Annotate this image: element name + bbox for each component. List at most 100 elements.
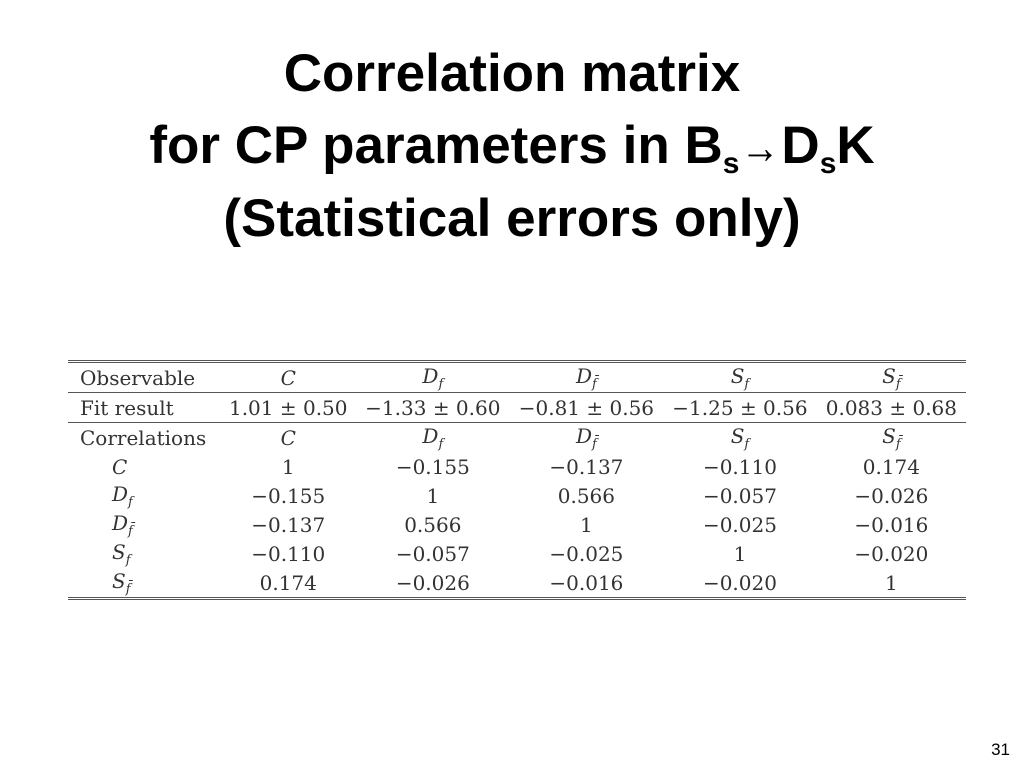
- observable-symbol: Df̄: [575, 423, 597, 452]
- fit-result-cell: 0.083 ± 0.68: [825, 395, 957, 420]
- correlation-cell: −0.026: [854, 483, 929, 508]
- correlation-row: C 1 −0.155 −0.137 −0.110 0.174: [68, 452, 966, 481]
- correlation-table: Observable C Df Df̄ Sf Sf̄ Fit result 1.…: [68, 360, 966, 600]
- observable-symbol: Sf̄: [112, 568, 131, 597]
- observable-header: Observable: [80, 365, 196, 390]
- header-observable-cell: Df̄: [510, 423, 664, 453]
- header-observable-cell: Sf̄: [817, 423, 966, 453]
- correlation-cell: 1: [281, 454, 295, 479]
- observable-base: D: [112, 510, 129, 535]
- correlation-table-container: Observable C Df Df̄ Sf Sf̄ Fit result 1.…: [68, 360, 966, 600]
- observable-base: C: [280, 365, 296, 390]
- correlation-cell: 0.174: [862, 454, 920, 479]
- header-observable-cell: Df̄: [510, 362, 664, 393]
- title-line-2-prefix: for CP parameters in B: [149, 116, 723, 175]
- observable-subscript: f: [438, 376, 444, 392]
- observable-symbol: C: [281, 366, 296, 390]
- correlations-label: Correlations: [80, 425, 207, 450]
- fit-result-row: Fit result 1.01 ± 0.50 −1.33 ± 0.60 −0.8…: [68, 392, 966, 423]
- right-arrow-icon: →: [740, 121, 780, 173]
- observable-base: S: [112, 568, 126, 593]
- correlation-cell: −0.025: [702, 512, 777, 537]
- correlation-cell: 0.566: [557, 483, 616, 508]
- title-line-2: for CP parameters in Bs→DsK: [0, 110, 1024, 183]
- observable-subscript: f: [438, 436, 444, 452]
- header-observable-cell: Df: [356, 362, 510, 393]
- page-number: 31: [991, 740, 1010, 759]
- correlation-cell: −0.155: [395, 454, 470, 479]
- fit-result-cell: −1.33 ± 0.60: [365, 395, 501, 420]
- header-observable-cell: C: [220, 423, 356, 453]
- correlation-row-label: Df̄: [68, 510, 220, 539]
- correlation-cell: −0.020: [702, 570, 777, 595]
- observable-base: D: [422, 363, 439, 388]
- header-observable-cell: Sf: [663, 362, 817, 393]
- correlation-cell: −0.016: [854, 512, 929, 537]
- title-line-3: (Statistical errors only): [223, 189, 801, 248]
- observable-symbol: Sf: [730, 363, 750, 392]
- observable-subscript: f̄: [895, 376, 901, 392]
- correlation-cell: −0.110: [251, 541, 326, 566]
- correlation-cell: 0.174: [259, 570, 317, 595]
- observable-symbol: Df̄: [112, 510, 133, 539]
- header-observable-cell: Df: [356, 423, 510, 453]
- observable-base: S: [882, 363, 896, 388]
- correlation-row-label: Sf̄: [68, 568, 220, 599]
- observable-subscript: f: [128, 494, 133, 510]
- correlation-row-label: C: [68, 452, 220, 481]
- correlation-cell: −0.110: [702, 454, 777, 479]
- title-subscript-s2: s: [819, 147, 837, 180]
- observable-symbol: Sf̄: [882, 423, 901, 452]
- fit-result-label: Fit result: [80, 395, 174, 420]
- correlation-cell: 1: [580, 512, 593, 537]
- slide-title: Correlation matrix for CP parameters in …: [0, 38, 1024, 255]
- correlation-row: Df̄ −0.137 0.566 1 −0.025 −0.016: [68, 510, 966, 539]
- correlation-cell: 1: [885, 570, 898, 595]
- correlation-row-label: Sf: [68, 539, 220, 568]
- observable-base: S: [112, 539, 126, 564]
- observable-subscript: f: [744, 376, 750, 392]
- fit-result-cell: 1.01 ± 0.50: [228, 395, 348, 420]
- observable-subscript: f̄: [895, 436, 901, 452]
- observable-symbol: Df: [112, 482, 133, 510]
- table-header-row: Observable C Df Df̄ Sf Sf̄: [68, 361, 966, 393]
- correlation-cell: −0.025: [549, 541, 624, 566]
- observable-symbol: Sf: [112, 539, 131, 568]
- observable-subscript: f̄: [128, 523, 133, 539]
- header-observable-cell: Sf̄: [817, 362, 966, 393]
- observable-symbol: Df̄: [576, 364, 597, 392]
- observable-subscript: f̄: [125, 581, 131, 597]
- fit-result-cell: −0.81 ± 0.56: [518, 395, 655, 420]
- observable-symbol: Df: [422, 363, 443, 392]
- correlation-cell: −0.057: [395, 541, 470, 566]
- correlation-row: Df −0.155 1 0.566 −0.057 −0.026: [68, 481, 966, 510]
- correlation-row: Sf̄ 0.174 −0.026 −0.016 −0.020 1: [68, 568, 966, 599]
- observable-subscript: f: [744, 436, 750, 452]
- title-subscript-s1: s: [722, 147, 740, 180]
- correlation-cell: 0.566: [404, 512, 462, 537]
- correlation-cell: 1: [733, 541, 747, 566]
- observable-base: S: [882, 423, 896, 448]
- fit-result-cell: −1.25 ± 0.56: [672, 395, 808, 420]
- observable-symbol: C: [281, 426, 296, 450]
- observable-symbol: C: [112, 455, 127, 479]
- observable-symbol: Sf: [730, 423, 750, 452]
- observable-symbol: Df: [422, 424, 443, 452]
- correlation-cell: −0.155: [251, 483, 326, 508]
- observable-subscript: f: [125, 552, 131, 568]
- observable-base: S: [730, 423, 745, 448]
- observable-subscript: f̄: [592, 436, 597, 452]
- correlation-cell: −0.020: [854, 541, 929, 566]
- observable-base: D: [575, 423, 592, 448]
- correlation-cell: −0.016: [549, 570, 624, 595]
- correlation-cell: −0.057: [702, 483, 777, 508]
- title-line-2-suffix: K: [836, 116, 875, 175]
- correlation-cell: 1: [426, 483, 440, 508]
- title-line-2-mid: D: [781, 116, 820, 175]
- observable-base: S: [730, 363, 745, 388]
- title-line-1: Correlation matrix: [283, 44, 741, 103]
- observable-symbol: Sf̄: [882, 363, 901, 392]
- observable-base: C: [280, 425, 296, 450]
- correlations-header-row: Correlations C Df Df̄ Sf Sf̄: [68, 422, 966, 453]
- correlation-row-label: Df: [68, 481, 220, 510]
